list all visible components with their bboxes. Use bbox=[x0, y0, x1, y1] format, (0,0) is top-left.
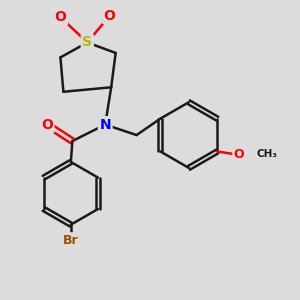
Text: O: O bbox=[55, 10, 66, 24]
Text: Br: Br bbox=[63, 234, 79, 247]
Text: O: O bbox=[234, 148, 244, 161]
Text: O: O bbox=[104, 9, 116, 22]
Text: N: N bbox=[99, 118, 111, 132]
Text: CH₃: CH₃ bbox=[256, 149, 277, 160]
Text: S: S bbox=[82, 35, 92, 50]
Text: O: O bbox=[41, 118, 53, 132]
